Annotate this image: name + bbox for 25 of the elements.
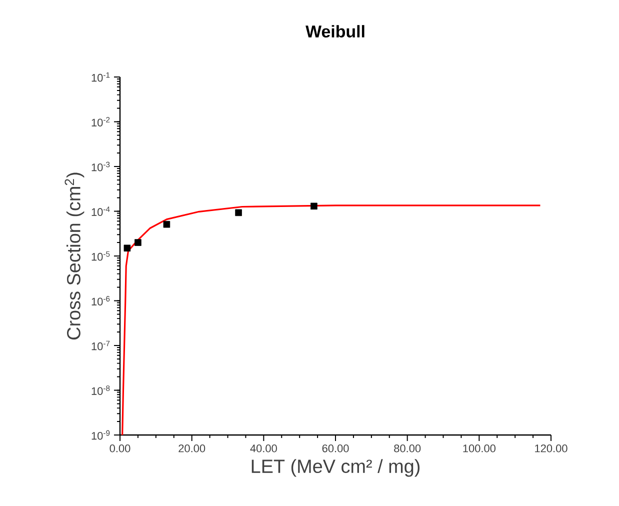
x-tick-label: 20.00 [178,444,206,452]
y-tick-label: 10$^{-2}$ [92,117,110,126]
line-series [122,204,542,436]
x-axis-title: LET (MeV cm² / mg) [252,459,420,477]
y-axis-title: Cross Section (cm$^{2}$) [64,172,84,340]
x-tick-label: 60.00 [322,444,349,452]
y-tick-label: 10$^{-8}$ [92,386,110,395]
x-tick-label: 40.00 [250,444,277,452]
chart-title: Weibull [306,25,364,38]
x-tick-label: 100.00 [463,444,496,452]
point [124,244,131,252]
y-tick-label: 10$^{-3}$ [92,162,110,172]
y-tick-label: 10$^{-7}$ [92,340,110,350]
y-tick-label: 10$^{-9}$ [92,430,110,440]
y-tick-label: 10$^{-4}$ [92,206,110,216]
x-tick-label: 80.00 [394,444,421,452]
y-tick-label: 10$^{-1}$ [92,72,110,82]
point [310,202,318,210]
point [134,239,142,246]
x-tick-label: 120.00 [535,444,568,452]
x-tick-label: 0.00 [110,444,130,452]
point [163,220,170,228]
y-tick-label: 10$^{-5}$ [92,251,110,261]
point [235,209,242,216]
y-tick-label: 10$^{-6}$ [92,296,110,306]
